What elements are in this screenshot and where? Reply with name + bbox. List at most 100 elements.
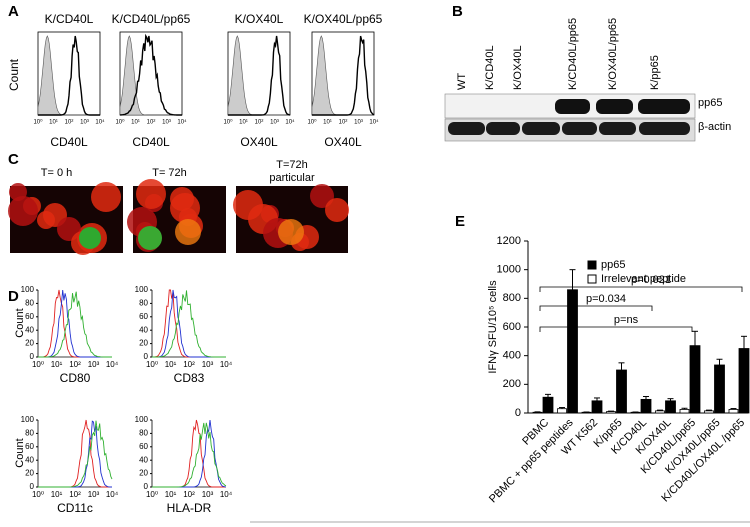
y-tick-label: 20 [25,469,34,478]
control-histogram [37,35,100,116]
x-tick-label: 10⁰ [146,360,158,369]
cell-merge [278,219,304,245]
y-tick-label: 600 [503,321,521,333]
image-title: T= 72h [152,167,187,179]
histogram [38,419,112,488]
y-tick-label: 100 [135,415,149,424]
x-tick-label: 10² [65,120,74,126]
x-axis-label: CD11c [57,501,93,515]
band-label: pp65 [698,97,722,109]
lane-label: K/OX40L [512,45,524,90]
bar [557,408,567,414]
legend-swatch [587,274,597,284]
y-tick-label: 80 [25,299,34,308]
x-tick-label: 10¹ [323,120,332,126]
y-tick-label: 0 [515,407,521,419]
x-axis-label: OX40L [324,135,362,149]
x-tick-label: 10⁰ [115,119,125,126]
x-tick-label: 10² [183,490,195,499]
bar [532,411,543,414]
x-tick-label: 10⁰ [32,490,44,499]
y-tick-label: 400 [503,350,521,362]
x-tick-label: 10⁴ [177,119,187,126]
lane-label: WT [456,73,468,90]
sample-histogram [38,35,100,116]
lane-label: K/pp65 [649,55,661,90]
band [555,99,590,114]
histogram [152,290,226,358]
sample-histogram [120,33,182,116]
panel-label: D [8,288,19,305]
y-tick-label: 0 [144,482,149,491]
x-tick-label: 10² [69,360,81,369]
x-tick-label: 10² [255,120,264,126]
x-axis-label: CD40L [50,135,88,149]
y-tick-label: 20 [25,339,34,348]
x-tick-label: 10⁴ [220,490,233,499]
x-tick-label: 10¹ [49,120,58,126]
significance-bracket [539,305,653,311]
panel-label: C [8,151,19,168]
cell-green [138,226,162,250]
y-tick-label: 20 [139,339,148,348]
plot-title: K/OX40L [235,12,284,26]
y-tick-label: 40 [25,325,34,334]
x-tick-label: 10⁴ [220,360,233,369]
bar [581,411,592,414]
bar [655,410,665,414]
x-axis-label: CD83 [174,371,205,385]
bar [714,364,725,414]
x-tick-label: 10⁴ [106,490,119,499]
x-tick-label: 10¹ [239,120,248,126]
legend-swatch [587,260,597,270]
x-tick-label: 10³ [88,360,100,369]
panel-label: A [8,3,19,20]
image-title: T=72h [276,159,308,171]
sample-histogram [312,35,375,116]
y-axis-label: Count [14,438,26,467]
bar [679,409,690,414]
y-tick-label: 60 [25,442,34,451]
lane-label: K/OX40L/pp65 [607,18,619,90]
bar [606,411,616,414]
band-label: β-actin [698,121,731,133]
histogram [38,420,113,488]
control-histogram [119,35,182,116]
panel-label: B [452,3,463,20]
y-tick-label: 100 [21,285,35,294]
plot-title: K/CD40L/pp65 [112,12,191,26]
lane-label: K/CD40L/pp65 [567,18,579,90]
x-tick-label: 10² [339,120,348,126]
cell [136,179,166,209]
bar [591,400,603,414]
histogram [152,289,226,358]
cell-merge [175,219,201,245]
y-tick-label: 80 [25,429,34,438]
y-axis-label: IFNγ SFU/10⁵ cells [487,280,499,374]
x-tick-label: 10² [147,120,156,126]
band [596,99,633,114]
x-tick-label: 10⁴ [369,119,379,126]
sample-histogram [228,35,291,116]
x-axis-label: HLA-DR [167,501,212,515]
y-tick-label: 40 [139,455,148,464]
cell [8,196,38,226]
bar [665,400,676,414]
histogram [152,422,227,488]
bar [640,398,652,414]
x-tick-label: 10³ [80,120,89,126]
y-tick-label: 20 [139,469,148,478]
x-tick-label: 10⁰ [307,119,317,126]
x-tick-label: 10¹ [131,120,140,126]
y-tick-label: 60 [25,312,34,321]
image-title: particular [269,172,315,184]
significance-bracket [539,286,743,292]
image-title: T= 0 h [41,167,73,179]
cell [170,187,194,211]
cell [37,211,55,229]
band [599,122,636,135]
x-tick-label: 10⁰ [223,119,233,126]
y-tick-label: 100 [135,285,149,294]
x-tick-label: 10⁴ [106,360,119,369]
x-tick-label: 10² [69,490,81,499]
